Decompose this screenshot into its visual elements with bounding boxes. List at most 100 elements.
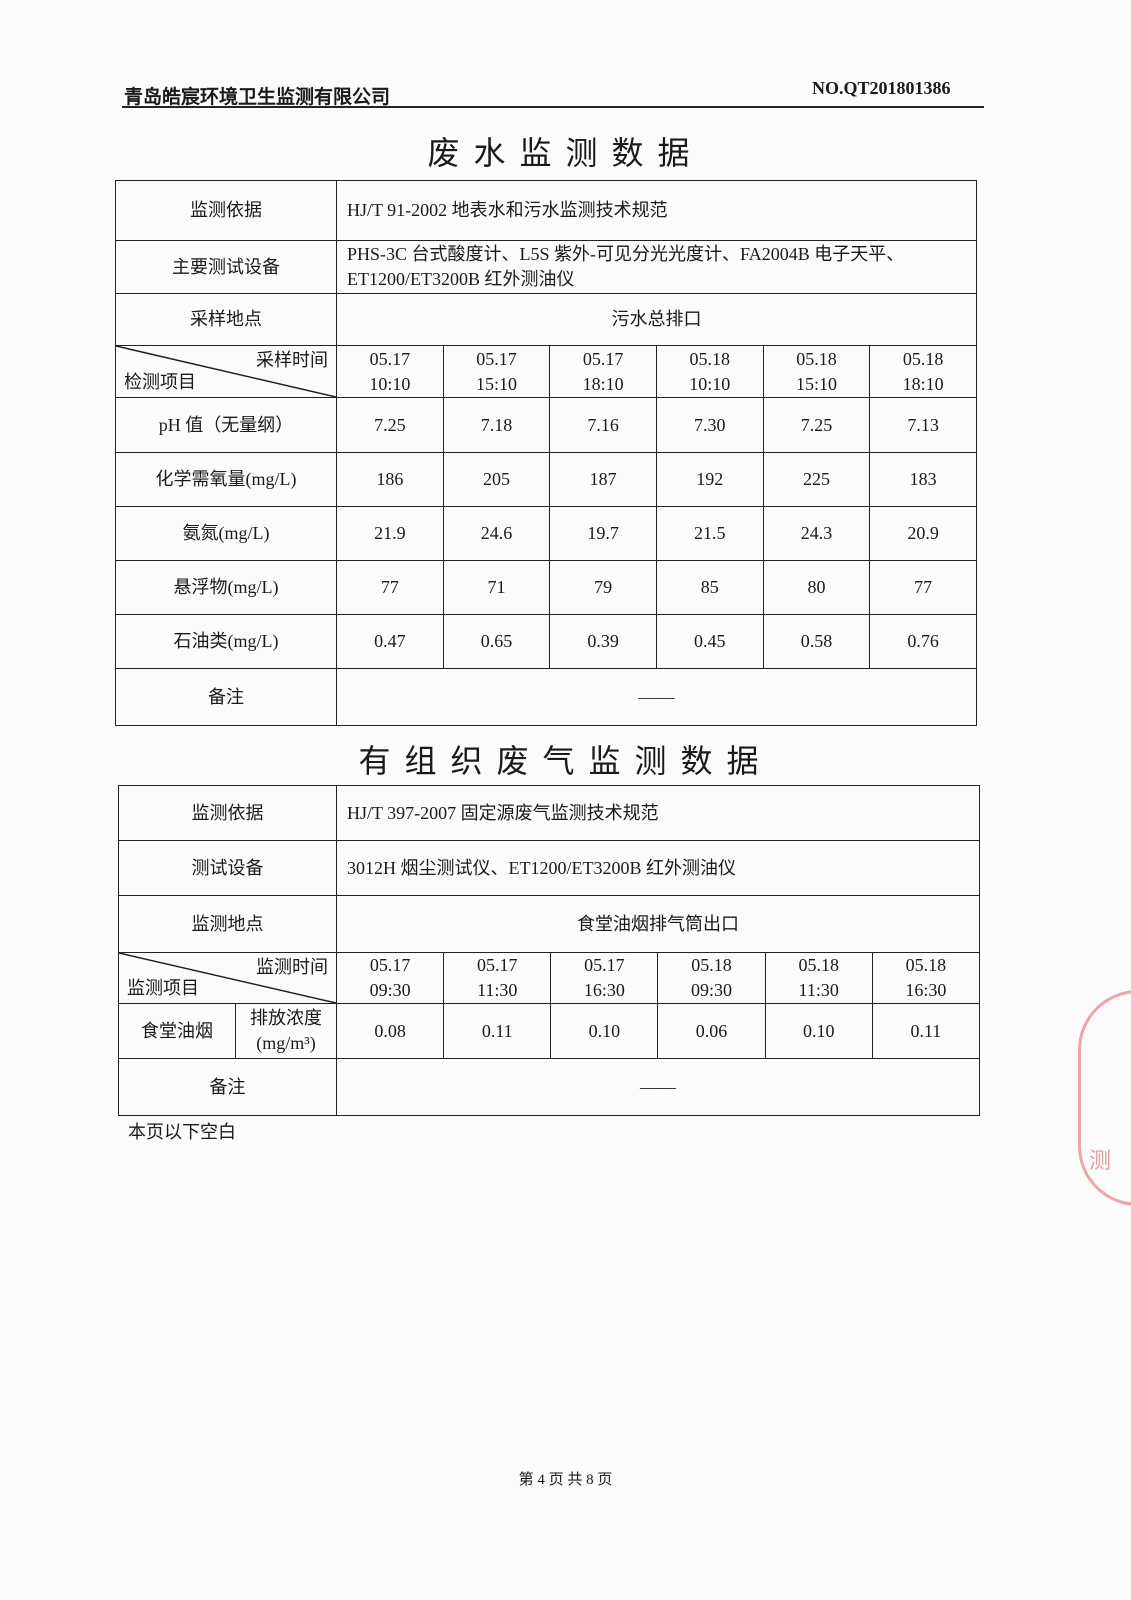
data-cell: 0.11 (443, 1003, 552, 1059)
data-cell: 79 (549, 560, 657, 615)
table-row: 测试设备 3012H 烟尘测试仪、ET1200/ET3200B 红外测油仪 (118, 840, 980, 896)
data-cell: 0.11 (871, 1003, 981, 1059)
time-header-cell: 05.18 10:10 (655, 345, 764, 398)
data-cell: 77 (869, 560, 977, 615)
remark-label: 备注 (115, 668, 337, 726)
time-clock: 10:10 (369, 373, 411, 394)
time-header-cell: 05.17 11:30 (443, 952, 552, 1004)
time-date: 05.18 (796, 348, 837, 369)
time-clock: 15:10 (475, 373, 517, 394)
table-row: 悬浮物(mg/L) 77 71 79 85 80 77 (115, 560, 977, 615)
remark-value: —— (336, 668, 977, 726)
table-row: 监测地点 食堂油烟排气筒出口 (118, 895, 980, 953)
data-cell: 0.08 (335, 1003, 445, 1059)
exhaust-table: 监测依据 HJ/T 397-2007 固定源废气监测技术规范 测试设备 3012… (118, 785, 981, 1116)
data-cell: 183 (869, 452, 977, 507)
report-number: NO.QT201801386 (812, 78, 951, 98)
table-row: 化学需氧量(mg/L) 186 205 187 192 225 183 (115, 452, 977, 507)
time-header-cell: 05.18 15:10 (762, 345, 871, 398)
table-row: 备注 —— (118, 1058, 980, 1116)
wastewater-title: 废水监测数据 (427, 134, 704, 172)
data-cell: 186 (336, 452, 444, 507)
time-header-cell: 05.18 11:30 (764, 952, 873, 1004)
time-header-cell: 05.18 16:30 (871, 952, 981, 1004)
data-cell: 85 (655, 560, 764, 615)
data-cell: 7.25 (762, 397, 871, 453)
data-cell: 0.76 (869, 614, 977, 669)
time-date: 05.17 (476, 955, 518, 975)
time-clock: 18:10 (902, 373, 944, 394)
exhaust-title: 有组织废气监测数据 (358, 742, 773, 780)
diagonal-header-cell: 监测时间 监测项目 (118, 952, 337, 1004)
table-header-row: 采样时间 检测项目 05.17 10:10 05.17 15:10 05.17 18:10… (115, 345, 977, 398)
time-header-cell: 05.17 16:30 (550, 952, 659, 1004)
table-row: 监测依据 HJ/T 397-2007 固定源废气监测技术规范 (118, 785, 980, 841)
time-date: 05.17 (582, 348, 624, 369)
table-row: pH 值（无量纲） 7.25 7.18 7.16 7.30 7.25 7.13 (115, 397, 977, 453)
site-value: 食堂油烟排气筒出口 (336, 895, 980, 953)
company-name: 青岛皓宸环境卫生监测有限公司 (124, 87, 391, 108)
time-clock: 10:10 (689, 373, 731, 394)
data-cell: 0.06 (657, 1003, 766, 1059)
data-cell: 225 (762, 452, 871, 507)
time-date: 05.17 (476, 348, 517, 369)
equipment-line: PHS-3C 台式酸度计、L5S 紫外-可见分光光度计、FA2004B 电子天平… (347, 244, 905, 264)
time-header-cell: 05.17 18:10 (549, 345, 657, 398)
unit-label: (mg/m³) (256, 1033, 316, 1053)
row-name: 氨氮(mg/L) (115, 506, 337, 561)
table-row: 监测依据 HJ/T 91-2002 地表水和污水监测技术规范 (115, 180, 977, 241)
data-cell: 7.30 (655, 397, 764, 453)
data-cell: 7.13 (869, 397, 977, 453)
equipment-value: 3012H 烟尘测试仪、ET1200/ET3200B 红外测油仪 (336, 840, 980, 896)
time-date: 05.18 (691, 955, 732, 975)
diagonal-header-cell: 采样时间 检测项目 (115, 345, 337, 398)
header-divider (122, 106, 984, 108)
table-row: 采样地点 污水总排口 (115, 293, 977, 346)
wastewater-table: 监测依据 HJ/T 91-2002 地表水和污水监测技术规范 主要测试设备 PH… (115, 180, 977, 726)
time-clock: 09:30 (691, 980, 733, 1000)
data-cell: 21.9 (336, 506, 444, 561)
time-clock: 11:30 (477, 980, 518, 1000)
data-cell: 0.10 (764, 1003, 873, 1059)
data-cell: 77 (336, 560, 444, 615)
data-cell: 192 (655, 452, 764, 507)
table-row: 石油类(mg/L) 0.47 0.65 0.39 0.45 0.58 0.76 (115, 614, 977, 669)
row-name: 悬浮物(mg/L) (115, 560, 337, 615)
table-row: 氨氮(mg/L) 21.9 24.6 19.7 21.5 24.3 20.9 (115, 506, 977, 561)
time-header-label: 采样时间 (256, 350, 328, 370)
time-date: 05.17 (369, 348, 411, 369)
site-value: 污水总排口 (336, 293, 977, 346)
basis-label: 监测依据 (118, 785, 337, 841)
equipment-line: ET1200/ET3200B 红外测油仪 (347, 269, 575, 289)
remark-label: 备注 (118, 1058, 337, 1116)
table-row: 备注 —— (115, 668, 977, 726)
table-row: 食堂油烟 排放浓度 (mg/m³) 0.08 0.11 0.10 0.06 0.10 0.1… (118, 1003, 981, 1059)
equipment-value: PHS-3C 台式酸度计、L5S 紫外-可见分光光度计、FA2004B 电子天平… (336, 240, 977, 294)
time-header-cell: 05.17 15:10 (442, 345, 551, 398)
data-cell: 187 (549, 452, 657, 507)
red-seal-stamp: 测 (1078, 990, 1131, 1206)
data-cell: 24.3 (762, 506, 871, 561)
time-clock: 09:30 (369, 980, 411, 1000)
data-cell: 20.9 (869, 506, 977, 561)
data-cell: 71 (442, 560, 551, 615)
data-cell: 0.39 (549, 614, 657, 669)
data-cell: 80 (762, 560, 871, 615)
time-clock: 11:30 (798, 980, 839, 1000)
data-cell: 0.10 (550, 1003, 659, 1059)
row-name: 石油类(mg/L) (115, 614, 337, 669)
time-date: 05.17 (369, 955, 411, 975)
site-label: 采样地点 (115, 293, 337, 346)
data-cell: 0.47 (336, 614, 444, 669)
time-clock: 16:30 (583, 980, 625, 1000)
time-header-label: 监测时间 (256, 957, 328, 977)
time-date: 05.18 (689, 348, 731, 369)
time-header-cell: 05.17 10:10 (336, 345, 444, 398)
basis-value: HJ/T 397-2007 固定源废气监测技术规范 (336, 785, 980, 841)
table-header-row: 监测时间 监测项目 05.17 09:30 05.17 11:30 05.17 16:30… (118, 952, 981, 1004)
data-cell: 24.6 (442, 506, 551, 561)
item-header-label: 检测项目 (124, 372, 196, 392)
row-name: 化学需氧量(mg/L) (115, 452, 337, 507)
time-clock: 16:30 (905, 980, 947, 1000)
time-date: 05.18 (905, 955, 947, 975)
